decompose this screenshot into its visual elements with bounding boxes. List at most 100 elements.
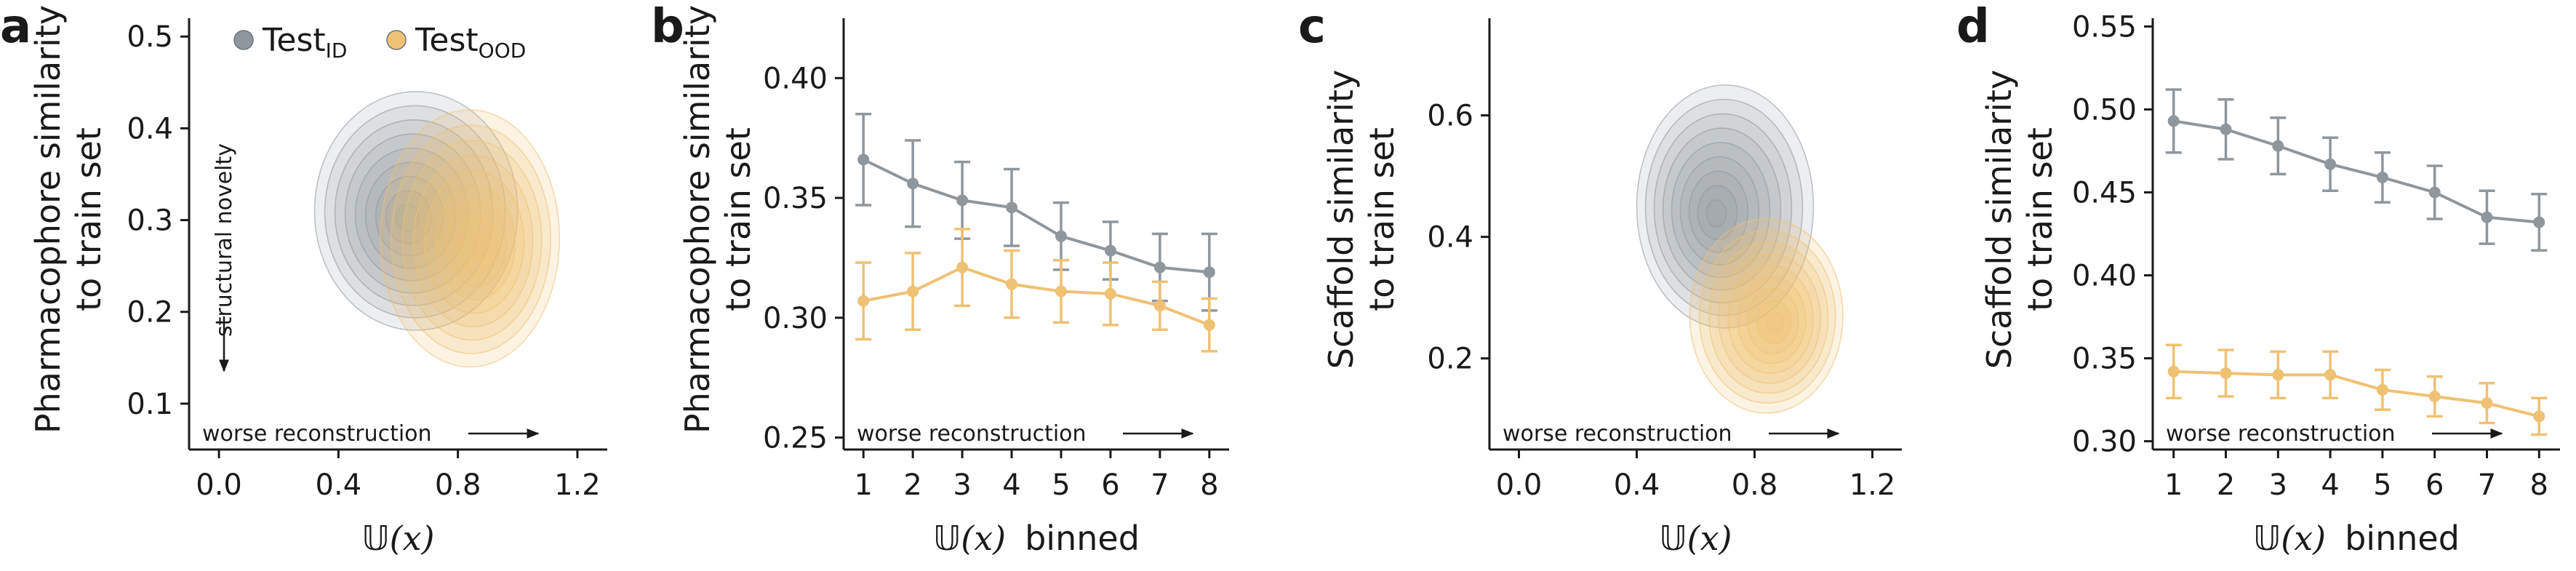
y-axis-label: Pharmacophore similarityto train set xyxy=(678,5,758,434)
x-tick-label: 1.2 xyxy=(554,468,601,502)
x-axis-label: 𝕌(x) xyxy=(361,519,434,558)
math-symbol-U: 𝕌 xyxy=(1659,519,1687,558)
data-point xyxy=(1104,287,1116,300)
data-point xyxy=(1006,278,1018,290)
y-tick-label: 0.6 xyxy=(1427,100,1473,133)
panel-letter: a xyxy=(0,0,31,54)
y-axis-label-line: to train set xyxy=(1362,127,1401,311)
y-tick-label: 0.1 xyxy=(127,388,173,421)
x-axis-suffix: binned xyxy=(2345,519,2460,558)
y-tick-label: 0.3 xyxy=(127,204,173,238)
x-tick-label: 1 xyxy=(854,468,872,502)
kde-contour-level xyxy=(1644,98,1804,316)
data-point xyxy=(2272,140,2284,152)
y-tick-label: 0.4 xyxy=(127,112,173,145)
y-axis-label: Scaffold similarityto train set xyxy=(1321,70,1401,369)
x-tick-label: 0.0 xyxy=(196,468,242,502)
y-tick-label: 0.40 xyxy=(2072,260,2137,293)
data-point xyxy=(1006,201,1018,214)
x-tick-label: 1.2 xyxy=(1849,468,1896,502)
x-axis-label: 𝕌(x) binned xyxy=(933,519,1140,558)
data-point xyxy=(907,285,919,298)
kde-contour-level xyxy=(1705,199,1727,228)
kde-test-ood xyxy=(1689,217,1844,414)
legend-label-main: Test xyxy=(415,22,479,59)
series-line xyxy=(863,265,1210,327)
x-arrow-annotation: worse reconstruction xyxy=(2166,421,2396,447)
math-argument: (x) xyxy=(1687,519,1732,558)
data-point xyxy=(2324,369,2337,381)
data-point xyxy=(1203,319,1215,331)
panel-a-kde-pharmacophore: a 0.0 0.4 0.8 1.2 0.1 0.2 0.3 0.4 0.5 Pharmacophor… xyxy=(0,0,607,558)
x-tick-label: 0.4 xyxy=(316,468,362,502)
y-tick-label: 0.30 xyxy=(2072,426,2137,459)
y-tick-label: 0.2 xyxy=(1427,343,1473,376)
data-point xyxy=(2220,123,2232,135)
x-tick-label: 1 xyxy=(2164,468,2183,502)
x-axis-label: 𝕌(x) binned xyxy=(2253,519,2460,558)
y-tick-label: 0.45 xyxy=(2072,176,2137,209)
data-point xyxy=(2376,383,2388,396)
data-point xyxy=(1153,300,1166,312)
legend-label-main: Test xyxy=(262,22,326,59)
x-axis-label: 𝕌(x) xyxy=(1659,519,1732,558)
data-point xyxy=(1055,285,1067,298)
x-tick-label: 6 xyxy=(2425,468,2444,502)
y-tick-label: 0.50 xyxy=(2072,93,2137,127)
data-point xyxy=(2481,397,2493,410)
y-axis-label: Pharmacophore similarityto train set xyxy=(28,5,108,434)
data-point xyxy=(1203,266,1215,279)
y-tick-label: 0.4 xyxy=(1427,221,1473,255)
x-arrow-annotation: worse reconstruction xyxy=(857,421,1087,447)
kde-contour-level xyxy=(364,161,457,269)
y-tick-label: 0.40 xyxy=(763,62,828,95)
data-point xyxy=(2481,211,2493,223)
legend-marker xyxy=(233,30,254,50)
y-arrow-annotation: structural novelty xyxy=(212,143,237,337)
data-point xyxy=(857,295,870,307)
legend-label: TestOOD xyxy=(415,22,526,63)
y-tick-label: 0.35 xyxy=(763,182,828,215)
kde-contour-level xyxy=(1766,311,1785,335)
data-point xyxy=(857,153,870,166)
kde-test-id xyxy=(313,91,519,331)
x-arrow-annotation: worse reconstruction xyxy=(202,421,432,447)
y-axis-label-line: to train set xyxy=(2020,127,2060,311)
y-axis-label-line: to train set xyxy=(719,127,758,311)
y-axis-label-line: to train set xyxy=(69,127,108,311)
kde-contour-level xyxy=(435,185,516,301)
data-point xyxy=(2167,115,2180,127)
y-tick-label: 0.35 xyxy=(2072,343,2137,376)
x-tick-label: 3 xyxy=(953,468,971,502)
panel-letter: b xyxy=(651,0,684,54)
x-arrow-annotation: worse reconstruction xyxy=(1503,421,1732,447)
x-tick-label: 8 xyxy=(1200,468,1218,502)
y-axis-label-line: Scaffold similarity xyxy=(1321,70,1361,369)
x-tick-label: 3 xyxy=(2269,468,2287,502)
legend-item: TestOOD xyxy=(386,22,526,63)
x-tick-label: 6 xyxy=(1101,468,1119,502)
legend-label: TestID xyxy=(262,22,347,63)
panel-letter: c xyxy=(1298,0,1326,54)
data-point xyxy=(956,261,969,273)
data-point xyxy=(2428,186,2441,199)
data-point xyxy=(2220,367,2232,380)
y-tick-label: 0.25 xyxy=(763,422,828,455)
data-point xyxy=(2324,158,2337,170)
x-tick-label: 5 xyxy=(2373,468,2391,502)
panel-letter: d xyxy=(1956,0,1990,54)
panel-d-binned-scaffold: d 1 2 3 4 5 6 7 8 0.30 0.35 0.40 0.45 0.50 0.55 Scaffol… xyxy=(1956,0,2560,558)
kde-contour-level xyxy=(457,215,498,274)
y-axis-label-line: Pharmacophore similarity xyxy=(678,5,717,434)
kde-contour-level xyxy=(468,230,489,260)
x-axis-suffix: binned xyxy=(1025,519,1140,558)
data-point xyxy=(2428,391,2441,403)
kde-contour-level xyxy=(423,169,525,314)
x-tick-label: 4 xyxy=(1002,468,1020,502)
y-axis-label: Scaffold similarityto train set xyxy=(1980,70,2060,369)
y-axis-label-line: Pharmacophore similarity xyxy=(28,5,68,434)
kde-contour-level xyxy=(1697,185,1738,241)
series-line xyxy=(863,158,1210,274)
